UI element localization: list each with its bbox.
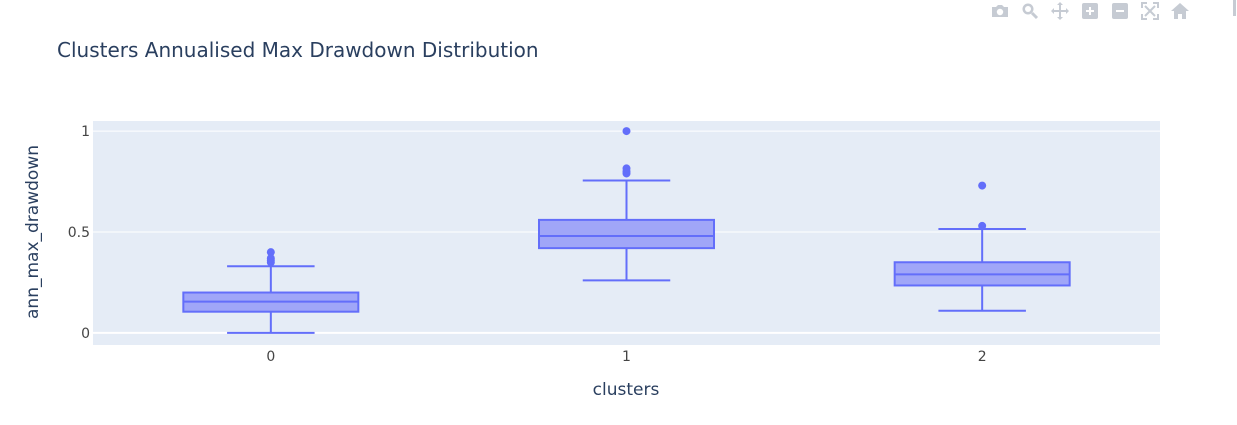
outlier-point	[622, 164, 631, 173]
box-cluster-1	[538, 127, 715, 282]
x-tick-label: 0	[266, 349, 275, 365]
y-tick-label: 0	[81, 326, 90, 342]
x-tick-label: 1	[622, 349, 631, 365]
autoscale-icon[interactable]	[1135, 0, 1165, 22]
box-cluster-0	[182, 248, 360, 334]
y-axis-label: ann_max_drawdown	[23, 145, 43, 319]
y-axis-ticks: 00.51	[68, 124, 90, 342]
outlier-point	[622, 127, 631, 136]
outlier-point	[978, 221, 987, 230]
modebar-separator	[1233, 0, 1236, 16]
outlier-point	[266, 254, 275, 263]
chart-title: Clusters Annualised Max Drawdown Distrib…	[57, 38, 539, 62]
outlier-point	[266, 248, 275, 257]
box-cluster-2	[893, 181, 1071, 312]
pan-icon[interactable]	[1045, 0, 1075, 22]
modebar	[985, 0, 1195, 22]
zoom-out-icon[interactable]	[1105, 0, 1135, 22]
home-icon[interactable]	[1165, 0, 1195, 22]
x-tick-label: 2	[978, 349, 987, 365]
x-axis-label: clusters	[593, 380, 660, 400]
zoom-icon[interactable]	[1015, 0, 1045, 22]
y-tick-label: 0.5	[68, 225, 90, 241]
x-axis-ticks: 0 1 2	[266, 349, 986, 365]
outlier-point	[978, 181, 987, 190]
y-tick-label: 1	[81, 124, 90, 140]
camera-icon[interactable]	[985, 0, 1015, 22]
box-iqr	[538, 218, 715, 250]
boxes-layer	[182, 127, 1071, 334]
zoom-in-icon[interactable]	[1075, 0, 1105, 22]
